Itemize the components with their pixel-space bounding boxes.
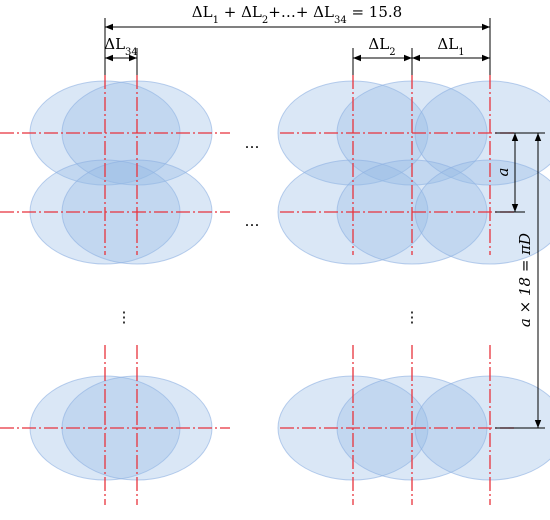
spray-footprints <box>29 80 550 481</box>
ellipsis: … <box>245 134 260 152</box>
label-part: = 15.8 <box>347 3 403 21</box>
label-part: ΔL <box>368 35 389 53</box>
subscript: 34 <box>334 15 347 26</box>
dimension-lines <box>104 18 545 429</box>
subscript: 2 <box>389 47 395 58</box>
subscript: 1 <box>213 15 219 26</box>
ellipsis: ⋮ <box>117 308 132 326</box>
label-part: + ΔL <box>219 3 262 21</box>
label-part: ΔL <box>192 3 213 21</box>
total-label: ΔL1 + ΔL2+…+ ΔL34 = 15.8 <box>192 3 402 26</box>
pitch-label: ΔL2 <box>368 35 395 58</box>
ellipsis: ⋮ <box>405 308 420 326</box>
ellipsis: … <box>245 212 260 230</box>
row-pitch-label: a <box>494 168 512 177</box>
label-part: +…+ ΔL <box>268 3 334 21</box>
circumference-label: a × 18 = πD <box>516 233 534 327</box>
subscript: 34 <box>125 47 138 58</box>
subscript: 2 <box>262 15 268 26</box>
center-lines <box>0 75 515 505</box>
label-part: ΔL <box>437 35 458 53</box>
pitch-label: ΔL34 <box>104 35 138 58</box>
pitch-label: ΔL1 <box>437 35 464 58</box>
label-part: ΔL <box>104 35 125 53</box>
subscript: 1 <box>458 47 464 58</box>
